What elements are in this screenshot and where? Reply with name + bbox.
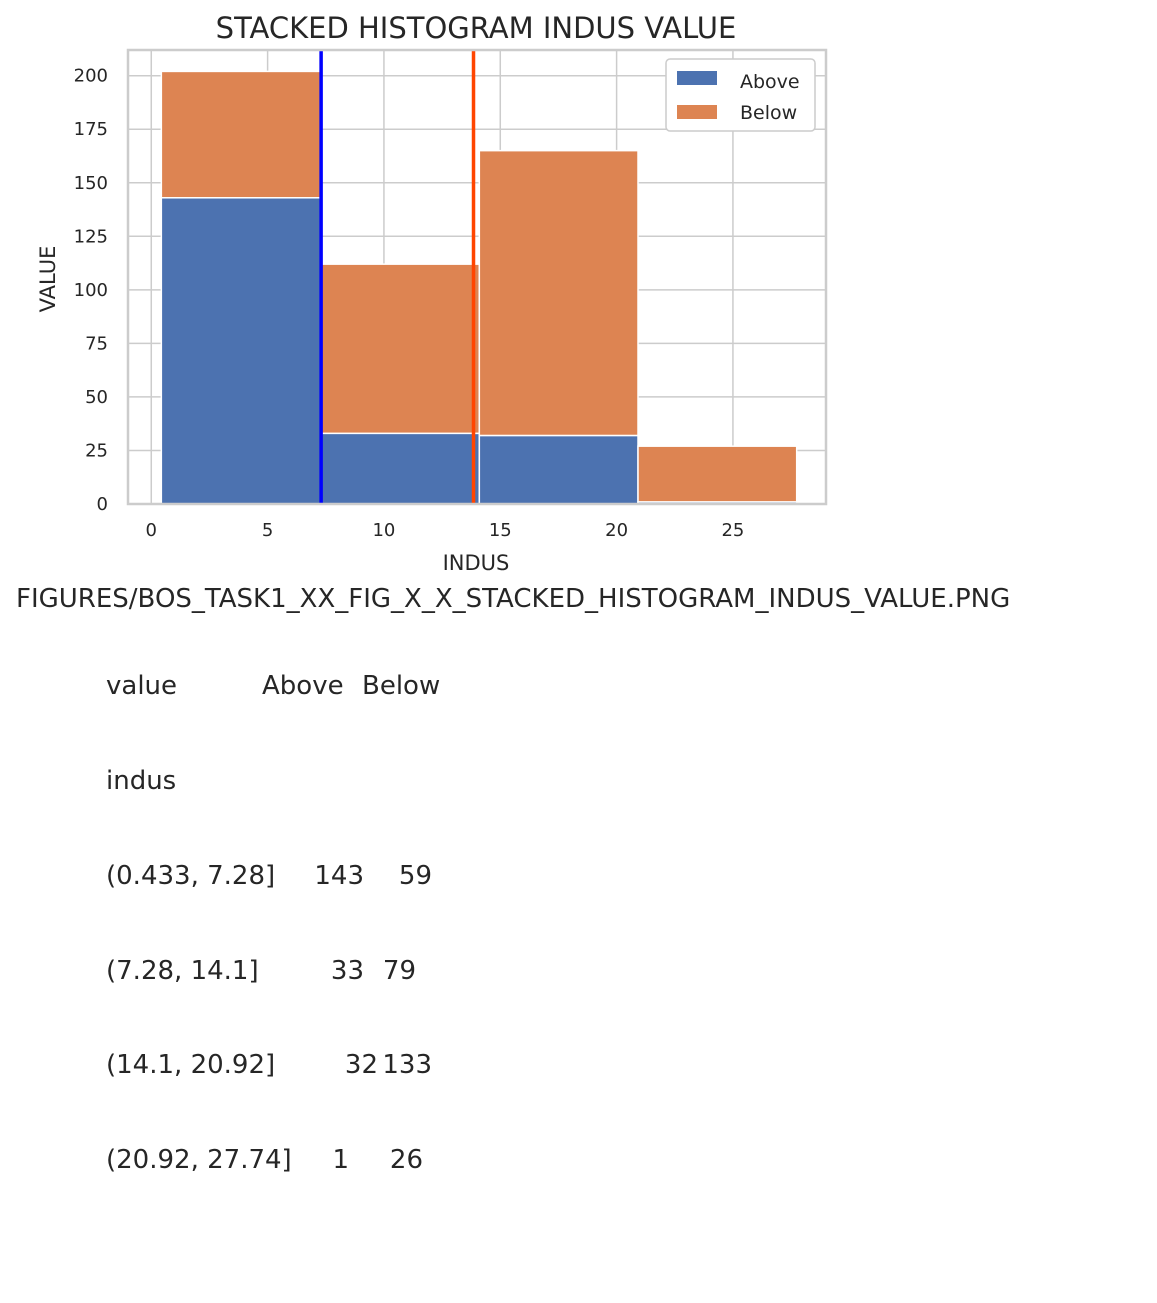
bar-above (478, 434, 639, 505)
table-header-above: Above (262, 671, 344, 702)
table-index-row: indus (106, 766, 176, 798)
bar-above (160, 197, 322, 505)
tick-labels: 0 5 10 15 20 25 0 25 50 75 100 125 150 175 200 (74, 66, 745, 541)
figure-caption: FIGURES/BOS_TASK1_XX_FIG_X_X_STACKED_HIS… (16, 584, 1011, 614)
y-tick-label: 25 (85, 440, 108, 461)
table-cell-interval: (14.1, 20.92] (106, 1050, 276, 1081)
legend-swatch-below (677, 105, 717, 119)
y-tick-label: 75 (85, 333, 108, 354)
bar-above (319, 432, 481, 505)
legend: Above Below (665, 58, 816, 132)
chart-title: STACKED HISTOGRAM INDUS VALUE (216, 11, 737, 45)
stacked-histogram-chart: 0 5 10 15 20 25 0 25 50 75 100 125 150 175 200 STACKED… (36, 11, 828, 575)
x-axis-label: INDUS (443, 551, 510, 575)
bar-below (478, 149, 639, 437)
table-cell-interval: (20.92, 27.74] (106, 1145, 292, 1176)
y-tick-label: 200 (74, 66, 108, 87)
table-cell-interval: (0.433, 7.28] (106, 860, 276, 891)
data-table: value Above Below indus (0.433, 7.28] 14… (106, 608, 440, 1208)
x-tick-label: 10 (372, 520, 395, 541)
y-axis-label: VALUE (36, 246, 60, 313)
table-header-value: value (106, 671, 178, 702)
table-row: (0.433, 7.28] 143 59 (106, 860, 432, 891)
table-row: (7.28, 14.1] 33 79 (106, 955, 416, 986)
table-row: (20.92, 27.74] 1 26 (106, 1145, 423, 1176)
legend-swatch-above (677, 71, 717, 85)
bar-below (160, 70, 322, 199)
x-tick-label: 5 (262, 520, 273, 541)
x-tick-label: 0 (146, 520, 157, 541)
table-row: (14.1, 20.92] 32 133 (106, 1050, 432, 1081)
y-tick-label: 175 (74, 119, 108, 140)
y-tick-label: 125 (74, 226, 108, 247)
x-tick-label: 20 (605, 520, 628, 541)
y-tick-label: 50 (85, 387, 108, 408)
plot-frame (126, 48, 828, 506)
table-header-below: Below (362, 671, 441, 702)
y-tick-label: 150 (74, 173, 108, 194)
x-tick-label: 25 (721, 520, 744, 541)
legend-label-above: Above (740, 71, 800, 93)
y-tick-label: 100 (74, 280, 108, 301)
bar-below (637, 445, 798, 503)
x-tick-label: 15 (489, 520, 512, 541)
reference-lines (319, 50, 476, 504)
bar-below (319, 263, 481, 435)
table-index-name: indus (106, 765, 177, 796)
bars (160, 70, 798, 505)
table-cell-interval: (7.28, 14.1] (106, 955, 259, 986)
table-header-row: value Above Below (106, 671, 440, 703)
legend-label-below: Below (740, 102, 797, 124)
y-tick-label: 0 (97, 494, 108, 515)
